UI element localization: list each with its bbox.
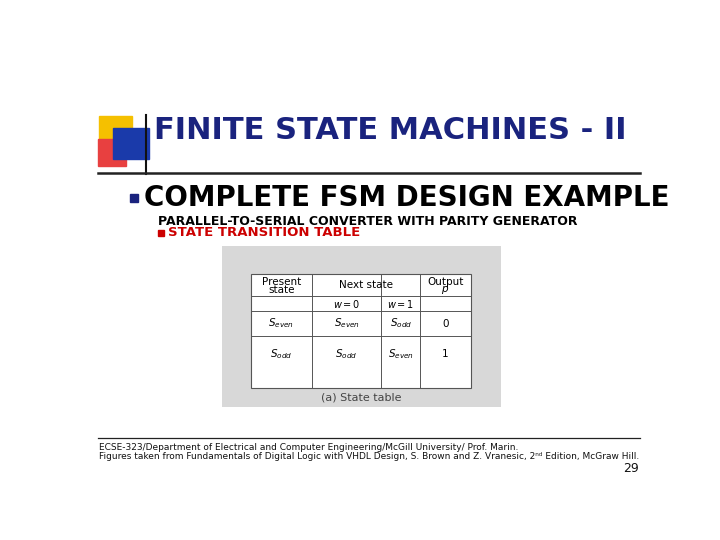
Text: STATE TRANSITION TABLE: STATE TRANSITION TABLE: [168, 226, 361, 239]
Text: Present: Present: [262, 277, 301, 287]
Text: FINITE STATE MACHINES - II: FINITE STATE MACHINES - II: [153, 116, 626, 145]
Bar: [113, 128, 149, 159]
Text: $S_{even}$: $S_{even}$: [333, 316, 359, 330]
Bar: [99, 116, 132, 148]
Text: PARALLEL-TO-SERIAL CONVERTER WITH PARITY GENERATOR: PARALLEL-TO-SERIAL CONVERTER WITH PARITY…: [158, 215, 577, 228]
Text: $S_{odd}$: $S_{odd}$: [390, 316, 412, 330]
Text: Output: Output: [427, 277, 464, 287]
Text: $S_{even}$: $S_{even}$: [269, 316, 294, 330]
Text: 1: 1: [442, 349, 449, 359]
Bar: [98, 139, 126, 166]
Bar: [251, 274, 471, 388]
Text: state: state: [268, 286, 294, 295]
Text: $S_{even}$: $S_{even}$: [388, 347, 414, 361]
Text: $S_{odd}$: $S_{odd}$: [336, 347, 358, 361]
Bar: [158, 230, 164, 236]
Text: $p$: $p$: [441, 285, 449, 296]
Text: ECSE-323/Department of Electrical and Computer Engineering/McGill University/ Pr: ECSE-323/Department of Electrical and Co…: [99, 443, 518, 452]
Text: 0: 0: [442, 319, 449, 328]
Text: $w = 1$: $w = 1$: [387, 298, 415, 309]
Bar: [222, 246, 500, 408]
Text: 29: 29: [623, 462, 639, 475]
Text: $w = 0$: $w = 0$: [333, 298, 360, 309]
Text: COMPLETE FSM DESIGN EXAMPLE: COMPLETE FSM DESIGN EXAMPLE: [144, 184, 670, 212]
Bar: [130, 194, 138, 202]
Text: Next state: Next state: [339, 280, 393, 290]
Text: Figures taken from Fundamentals of Digital Logic with VHDL Design, S. Brown and : Figures taken from Fundamentals of Digit…: [99, 452, 639, 461]
Text: $S_{odd}$: $S_{odd}$: [270, 347, 292, 361]
Text: (a) State table: (a) State table: [321, 393, 402, 402]
